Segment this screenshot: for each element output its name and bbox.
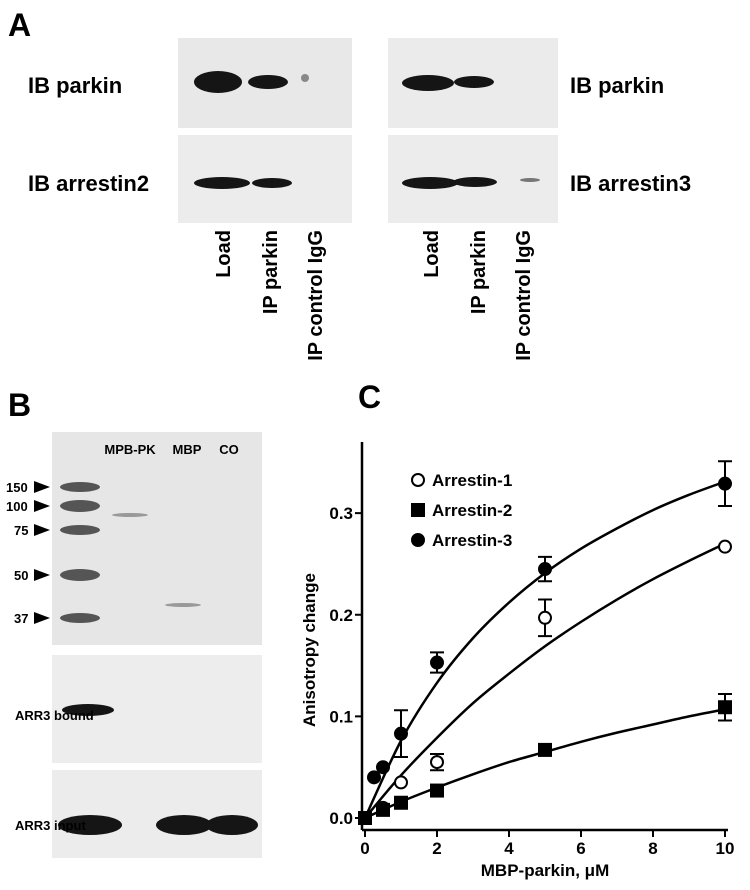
legend-label: Arrestin-1 (432, 471, 512, 490)
marker (718, 700, 732, 715)
blot-label: ARR3 bound (15, 708, 94, 723)
bands (58, 815, 258, 835)
lane-label: IP control IgG (513, 230, 535, 361)
band (156, 815, 212, 835)
band (58, 815, 122, 835)
x-tick-label: 0 (360, 839, 369, 858)
marker (718, 539, 732, 554)
marker (718, 476, 732, 491)
band (453, 177, 497, 187)
band (301, 74, 309, 82)
y-tick-label: 0.3 (329, 504, 353, 523)
gel (52, 432, 262, 645)
lane-label: MBP (173, 442, 202, 457)
lane-label: IP parkin (260, 230, 282, 314)
x-tick-label: 6 (576, 839, 585, 858)
markers: 150 100 75 50 37 (6, 480, 50, 626)
x-tick-label: 10 (716, 839, 735, 858)
band (402, 75, 454, 91)
band (62, 704, 114, 716)
x-tick-label: 2 (432, 839, 441, 858)
x-tick-label: 4 (504, 839, 514, 858)
blot-label: IB parkin (570, 73, 664, 98)
panel-label: A (8, 7, 31, 43)
marker-arrows (34, 481, 50, 624)
panel-label: B (8, 387, 31, 423)
marker (376, 760, 390, 775)
ladder (60, 482, 201, 623)
band (402, 177, 458, 189)
band (60, 525, 100, 535)
marker-label: 150 (6, 480, 28, 495)
lane-label: Load (213, 230, 235, 278)
marker-label: 37 (14, 611, 28, 626)
band (60, 613, 100, 623)
marker (430, 783, 444, 798)
band (206, 815, 258, 835)
legend-label: Arrestin-3 (432, 531, 512, 550)
blot-label: ARR3 input (15, 818, 86, 833)
marker (394, 775, 408, 790)
marker-label: 75 (14, 523, 28, 538)
marker (538, 742, 552, 757)
marker (538, 610, 552, 625)
band (248, 75, 288, 89)
band (60, 482, 100, 492)
lane-labels: Load IP parkin IP control IgG Load IP pa… (213, 230, 535, 361)
fit-curve (364, 542, 726, 819)
blot-label: IB arrestin3 (570, 171, 691, 196)
panel-label: C (358, 379, 381, 415)
band (520, 178, 540, 182)
band (60, 569, 100, 581)
lane-label: Load (421, 230, 443, 278)
band (194, 177, 250, 189)
band (165, 603, 201, 607)
marker-label: 50 (14, 568, 28, 583)
marker (411, 473, 425, 487)
x-tick-label: 8 (648, 839, 657, 858)
blot-label: IB arrestin2 (28, 171, 149, 196)
marker (358, 811, 372, 825)
marker (394, 795, 408, 810)
bands (194, 71, 540, 189)
blot-label: IB parkin (28, 73, 122, 98)
band (454, 76, 494, 88)
y-tick-label: 0.1 (329, 707, 353, 726)
band (194, 71, 242, 93)
band (112, 513, 148, 517)
lane-label: MPB-PK (104, 442, 156, 457)
marker (538, 562, 552, 577)
x-axis-label: MBP-parkin, μM (481, 861, 609, 880)
band (60, 500, 100, 512)
marker (430, 655, 444, 670)
marker (394, 726, 408, 741)
marker-label: 100 (6, 499, 28, 514)
lane-label: CO (219, 442, 239, 457)
y-axis-label: Anisotropy change (300, 573, 319, 727)
chart: 0.0 0.1 0.2 0.3 0 2 4 6 8 10 MBP-parkin, μM Anisotr… (300, 442, 734, 880)
fit-curve (364, 708, 726, 820)
band (252, 178, 292, 188)
legend-label: Arrestin-2 (432, 501, 512, 520)
marker (430, 755, 444, 770)
marker (376, 802, 390, 817)
fit-curve (363, 480, 726, 819)
lane-label: IP parkin (468, 230, 490, 314)
marker (411, 503, 425, 517)
blot (52, 770, 262, 858)
y-tick-label: 0.2 (329, 606, 353, 625)
y-tick-label: 0.0 (329, 809, 353, 828)
marker (411, 533, 425, 547)
lane-label: IP control IgG (305, 230, 327, 361)
marker (367, 770, 381, 785)
